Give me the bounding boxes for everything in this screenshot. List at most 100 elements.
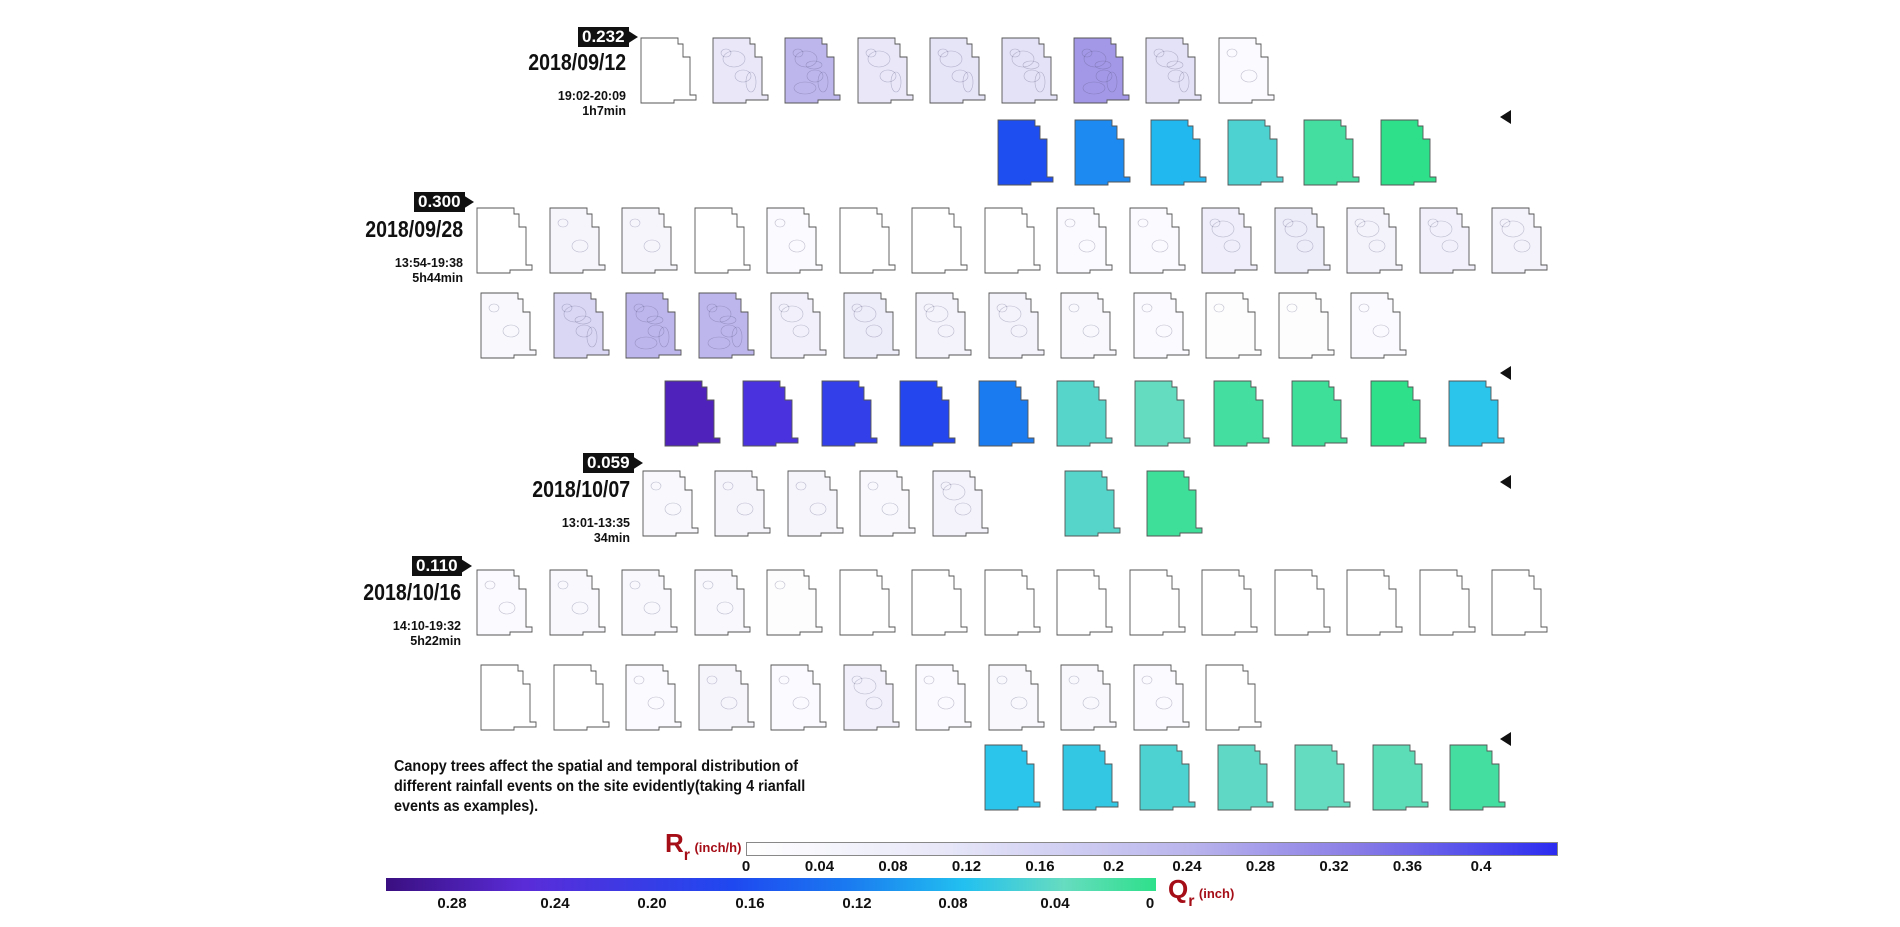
rainfall-map-tile [638, 35, 698, 105]
rr-tick-label: 0.2 [1103, 858, 1124, 875]
rainfall-map-tile [1199, 567, 1259, 637]
event-2-date: 2018/09/28 [365, 216, 463, 242]
runoff-map-tile [1289, 378, 1349, 448]
rainfall-map-tile [837, 205, 897, 275]
runoff-map-tile [1215, 742, 1275, 812]
rainfall-map-tile [551, 662, 611, 732]
runoff-map-tile [1370, 742, 1430, 812]
rainfall-map-tile [785, 468, 845, 538]
rr-subscript: r [683, 847, 691, 864]
rr-tick-label: 0.28 [1245, 858, 1276, 875]
event-4-date: 2018/10/16 [363, 579, 461, 605]
rainfall-map-tile [986, 662, 1046, 732]
runoff-map-tile [1301, 117, 1361, 187]
event-3-date: 2018/10/07 [532, 476, 630, 502]
rainfall-map-tile [913, 290, 973, 360]
rainfall-map-tile [913, 662, 973, 732]
rainfall-map-tile [1203, 662, 1263, 732]
event-3-peak-badge: 0.059 [583, 453, 634, 473]
rainfall-map-tile [982, 567, 1042, 637]
rainfall-map-tile [1348, 290, 1408, 360]
qr-tick-label: 0 [1145, 895, 1155, 912]
rainfall-map-tile [1127, 205, 1187, 275]
rainfall-map-tile [1272, 567, 1332, 637]
runoff-map-tile [1368, 378, 1428, 448]
rainfall-map-tile [1054, 567, 1114, 637]
runoff-map-tile [1144, 468, 1204, 538]
qr-scale-label: Qr (inch) [1168, 874, 1235, 910]
runoff-map-tile [976, 378, 1036, 448]
event-3-peak-marker-icon [632, 456, 643, 470]
rr-colorbar [746, 842, 1558, 856]
qr-tick-label: 0.24 [540, 895, 570, 912]
rainfall-map-tile [478, 290, 538, 360]
rainfall-map-tile [474, 567, 534, 637]
rainfall-map-tile [999, 35, 1059, 105]
runoff-map-tile [1148, 117, 1208, 187]
rainfall-map-tile [547, 567, 607, 637]
rainfall-map-tile [696, 662, 756, 732]
runoff-map-tile [662, 378, 722, 448]
rainfall-map-tile [692, 567, 752, 637]
rr-tick-label: 0.36 [1392, 858, 1423, 875]
rainfall-map-tile [1216, 35, 1276, 105]
rainfall-map-tile [986, 290, 1046, 360]
runoff-map-tile [1446, 378, 1506, 448]
runoff-map-tile [1137, 742, 1197, 812]
qr-subscript: r [1188, 893, 1195, 910]
rainfall-map-tile [1489, 567, 1549, 637]
rainfall-map-tile [1417, 205, 1477, 275]
runoff-map-tile [1062, 468, 1122, 538]
qr-tick-label: 0.20 [637, 895, 667, 912]
rainfall-map-tile [930, 468, 990, 538]
event-4-duration: 5h22min [410, 634, 461, 648]
rr-tick-label: 0.04 [804, 858, 835, 875]
rainfall-map-tile [768, 662, 828, 732]
rainfall-map-tile [619, 567, 679, 637]
event-2-duration: 5h44min [412, 271, 463, 285]
qr-unit: (inch) [1198, 886, 1235, 901]
rainfall-map-tile [1127, 567, 1187, 637]
rainfall-map-tile [623, 290, 683, 360]
rr-unit: (inch/h) [694, 840, 742, 855]
runoff-map-tile [982, 742, 1042, 812]
rr-symbol: R [665, 828, 684, 858]
rr-tick-label: 0.16 [1025, 858, 1055, 875]
runoff-map-tile [1447, 742, 1507, 812]
rainfall-map-tile [1344, 567, 1404, 637]
qr-tick-label: 0.12 [842, 895, 872, 912]
event-3-time-range: 13:01-13:35 [561, 516, 630, 530]
event-2-time-range: 13:54-19:38 [394, 256, 463, 270]
qr-colorbar [386, 878, 1156, 891]
rr-tick-label: 0.32 [1319, 858, 1349, 875]
event-4-peak-marker-icon [461, 559, 472, 573]
runoff-map-tile [1072, 117, 1132, 187]
rainfall-map-tile [927, 35, 987, 105]
rainfall-map-tile [696, 290, 756, 360]
rainfall-map-tile [710, 35, 770, 105]
rainfall-map-tile [623, 662, 683, 732]
runoff-map-tile [1060, 742, 1120, 812]
rainfall-map-tile [1417, 567, 1477, 637]
runoff-map-tile [995, 117, 1055, 187]
rainfall-map-tile [1058, 290, 1118, 360]
event-4-peak-badge: 0.110 [412, 556, 462, 576]
rainfall-map-tile [909, 567, 969, 637]
rainfall-map-tile [1272, 205, 1332, 275]
event-4-time-range: 14:10-19:32 [392, 619, 461, 633]
rr-tick-label: 0.4 [1470, 858, 1492, 875]
rainfall-map-tile [764, 205, 824, 275]
rainfall-map-tile [640, 468, 700, 538]
rainfall-map-tile [1058, 662, 1118, 732]
rainfall-map-tile [1199, 205, 1259, 275]
rainfall-map-tile [551, 290, 611, 360]
qr-tick-label: 0.16 [735, 895, 765, 912]
event-4-runoff-end-marker-icon [1500, 732, 1511, 746]
rr-scale-label: Rr (inch/h) [665, 828, 742, 864]
rainfall-map-tile [1143, 35, 1203, 105]
rainfall-map-tile [855, 35, 915, 105]
qr-tick-label: 0.28 [437, 895, 467, 912]
rainfall-map-tile [837, 567, 897, 637]
runoff-map-tile [819, 378, 879, 448]
